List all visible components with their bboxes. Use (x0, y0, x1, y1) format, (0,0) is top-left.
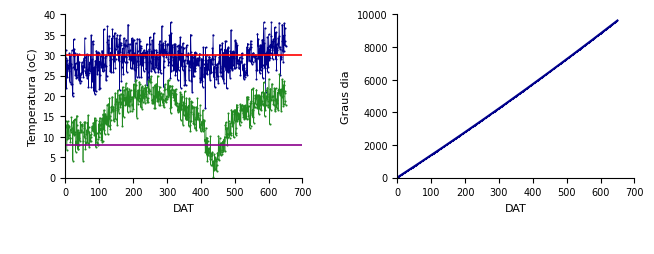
T máx (120, 44, 128, 47)
T min (203, 154, 211, 157)
GD acumulado (405, 168, 413, 171)
T min (235, 118, 243, 121)
GD acumulado (589, 39, 596, 42)
T min (275, 73, 283, 76)
TB (62, 54, 70, 57)
T máx (62, 49, 70, 52)
T máx (218, 42, 226, 45)
Y-axis label: Temperatura (oC): Temperatura (oC) (27, 48, 38, 145)
T máx (167, 22, 175, 25)
T máx (282, 45, 290, 48)
T min (62, 120, 70, 123)
Line: T min: T min (65, 74, 286, 178)
TB (61, 54, 69, 57)
Line: GD acumulado: GD acumulado (397, 21, 618, 178)
GD acumulado (393, 176, 401, 179)
X-axis label: DAT: DAT (505, 203, 526, 213)
T min (218, 151, 226, 154)
GD acumulado (409, 166, 417, 169)
T min (215, 148, 223, 151)
T min (209, 176, 217, 179)
X-axis label: DAT: DAT (173, 203, 195, 213)
GD acumulado (432, 151, 440, 154)
Line: T máx: T máx (65, 22, 286, 110)
T min (171, 90, 179, 93)
Tb (61, 144, 69, 147)
GD acumulado (613, 20, 621, 23)
T máx (203, 73, 211, 76)
GD acumulado (463, 130, 471, 133)
T min (282, 104, 290, 107)
T máx (201, 107, 209, 110)
GD acumulado (438, 147, 446, 150)
Tb (62, 144, 70, 147)
T máx (215, 56, 223, 59)
T máx (171, 43, 179, 46)
T min (120, 99, 128, 102)
Y-axis label: Graus dia: Graus dia (341, 70, 351, 123)
T máx (235, 67, 243, 70)
